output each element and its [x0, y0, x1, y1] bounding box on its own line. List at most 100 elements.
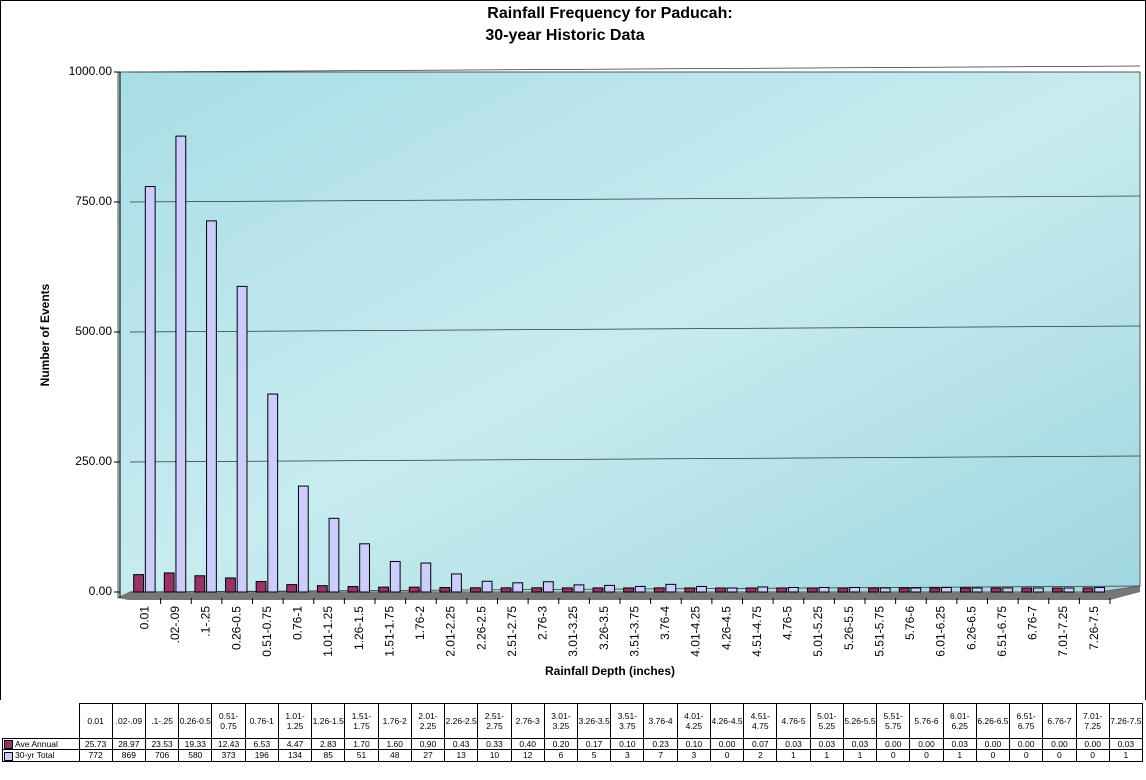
table-value: 27: [410, 749, 446, 762]
table-row: Ave Annual 25.73 28.97 23.53 19.33 12.43 6.53 4…: [2, 737, 1144, 751]
table-value: 0: [1042, 749, 1077, 762]
x-tick-label: 7.26-7.5: [1087, 606, 1101, 650]
bar: [745, 587, 757, 593]
x-tick-label: 1.51-1.75: [382, 606, 396, 657]
x-tick-label: 6.51-6.75: [995, 606, 1009, 657]
table-header: 0.01: [78, 703, 113, 739]
table-value: 13: [444, 749, 479, 762]
table-header: 0.26-0.5: [178, 703, 213, 739]
x-tick-label: .02-.09: [168, 606, 182, 644]
y-tick-label: 250.00: [75, 454, 112, 468]
table-header: 2.01-2.25: [410, 703, 446, 739]
table-value: 0.23: [643, 737, 678, 751]
x-tick-label: 6.01-6.25: [934, 606, 948, 657]
x-tick-label: 7.01-7.25: [1056, 606, 1070, 657]
table-value: 1: [776, 749, 811, 762]
bar: [1082, 587, 1094, 593]
bar: [604, 584, 615, 593]
table-header: 0.51-0.75: [211, 703, 246, 739]
bar: [898, 587, 910, 593]
table-legend: 30-yr Total: [2, 749, 80, 762]
table-value: 0.10: [676, 737, 711, 751]
legend-key: [4, 751, 13, 760]
bar: [359, 543, 370, 593]
table-value: 196: [244, 749, 279, 762]
bar: [267, 393, 279, 593]
table-value: 48: [377, 749, 412, 762]
x-tick-label: .1-.25: [199, 606, 213, 637]
bar: [818, 586, 830, 593]
table-value: 134: [277, 749, 313, 762]
table-value: 5: [577, 749, 612, 762]
table-value: 869: [111, 749, 146, 762]
x-tick-label: 3.76-4: [658, 606, 672, 640]
bar: [623, 587, 634, 593]
table-header: 4.26-4.5: [709, 703, 745, 739]
bar: [879, 587, 891, 593]
x-tick-label: 1.76-2: [413, 606, 427, 640]
table-header: 7.26-7.5: [1108, 703, 1144, 739]
bar: [776, 587, 788, 593]
bar: [634, 585, 646, 593]
bar: [757, 586, 769, 593]
table-header: 3.51-3.75: [610, 703, 645, 739]
table-header: 2.76-3: [510, 703, 545, 739]
table-value: 4.47: [277, 737, 313, 751]
table-value: 0.00: [975, 737, 1011, 751]
bar: [573, 584, 585, 593]
bar: [451, 573, 462, 593]
x-tick-label: 4.51-4.75: [750, 606, 764, 657]
table-header: 4.51-4.75: [743, 703, 778, 739]
table-value: 0.43: [444, 737, 479, 751]
bar: [206, 220, 217, 593]
x-tick-label: 3.26-3.5: [597, 606, 611, 650]
table-value: 6.53: [244, 737, 279, 751]
table-header: 2.51-2.75: [477, 703, 512, 739]
bar: [592, 587, 604, 593]
bar: [512, 582, 524, 593]
table-header: 6.76-7: [1042, 703, 1077, 739]
x-tick-label: 5.26-5.5: [842, 606, 856, 650]
table-value: 51: [344, 749, 379, 762]
bar: [1021, 587, 1033, 593]
table-header: 6.51-6.75: [1009, 703, 1044, 739]
table-header: .1-.25: [144, 703, 180, 739]
table-header: 5.01-5.25: [809, 703, 844, 739]
table-value: 0.00: [1075, 737, 1110, 751]
x-tick-label: 2.01-2.25: [444, 606, 458, 657]
bar: [297, 485, 309, 593]
table-value: 2.83: [311, 737, 346, 751]
table-value: 1.70: [344, 737, 379, 751]
table-value: 1: [809, 749, 844, 762]
table-value: 7: [643, 749, 678, 762]
table-value: 0.00: [876, 737, 911, 751]
bar: [868, 587, 879, 593]
table-value: 0.07: [743, 737, 778, 751]
table-value: 1: [1108, 749, 1144, 762]
x-tick-label: 6.76-7: [1026, 606, 1040, 640]
table-value: 373: [211, 749, 246, 762]
table-header: 6.26-6.5: [975, 703, 1011, 739]
table-value: 12: [510, 749, 545, 762]
table-value: 0.00: [709, 737, 745, 751]
table-header: 7.01-7.25: [1075, 703, 1110, 739]
table-header: 6.01-6.25: [942, 703, 977, 739]
table-header: 3.26-3.5: [577, 703, 612, 739]
bar: [236, 285, 248, 593]
table-value: 0.03: [942, 737, 977, 751]
bar: [347, 586, 359, 593]
bar: [163, 572, 175, 593]
table-header: 3.01-3.25: [543, 703, 579, 739]
table-legend: Ave Annual: [2, 737, 80, 751]
table-value: 1: [942, 749, 977, 762]
bar: [665, 583, 677, 593]
y-tick-label: 1000.00: [69, 64, 113, 78]
bar: [726, 587, 738, 593]
bar: [715, 587, 726, 593]
table-value: 3: [610, 749, 645, 762]
chart-title: Rainfall Frequency for Paducah:: [487, 5, 732, 22]
bar: [561, 587, 573, 593]
x-tick-label: 0.01: [137, 606, 151, 630]
table-header: .02-.09: [111, 703, 146, 739]
